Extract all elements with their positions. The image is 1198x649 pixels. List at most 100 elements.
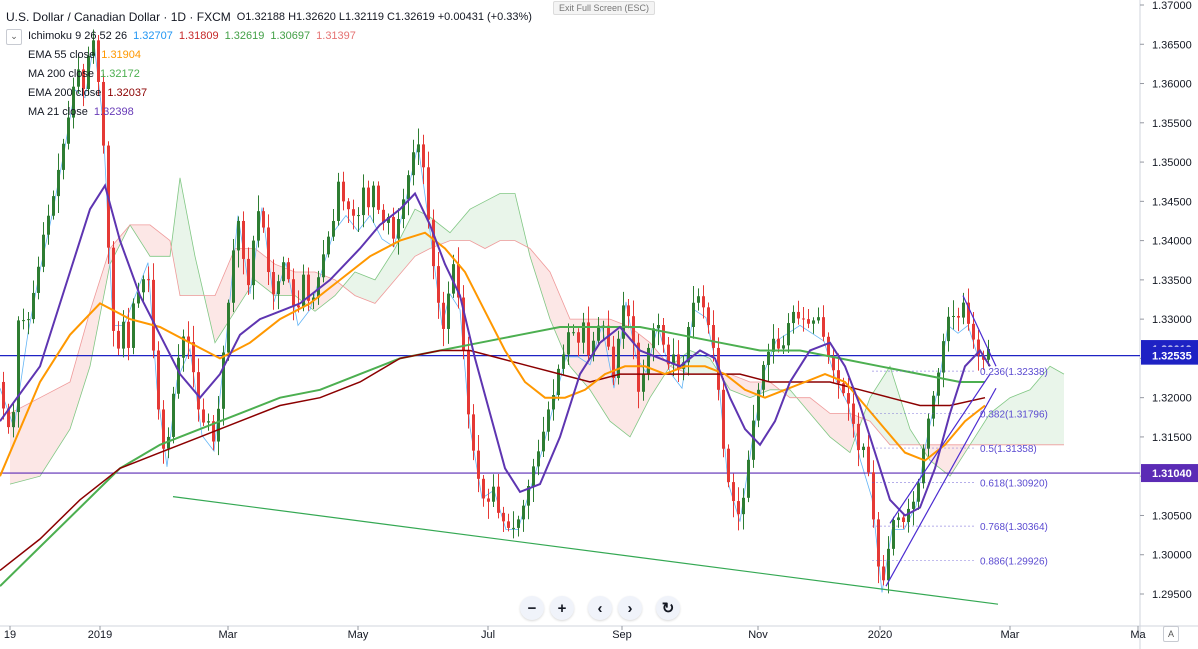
candle-body [977,339,980,356]
candle-body [832,356,835,371]
legend-ma200[interactable]: MA 200 close 1.32172 [28,65,532,84]
candle-body [342,181,345,202]
ma21-line [0,183,991,517]
ma200-value: 1.32172 [100,68,140,80]
candle-body [432,219,435,267]
candle-body [587,322,590,356]
candle-body [772,338,775,352]
y-tick-label: 1.35500 [1152,118,1192,130]
candle-body [632,316,635,343]
candle-body [532,466,535,487]
candle-body [652,328,655,348]
candle-body [267,227,270,273]
candle-body [877,519,880,567]
scroll-right-button[interactable]: › [618,596,642,620]
candle-body [37,266,40,293]
candle-body [572,332,575,334]
candle-body [827,336,830,357]
candle-body [52,196,55,216]
scroll-left-button[interactable]: ‹ [588,596,612,620]
fib-level-label: 0.618(1.30920) [980,478,1048,489]
candle-body [277,281,280,295]
candle-body [397,219,400,239]
candle-body [697,296,700,303]
candle-body [837,370,840,384]
y-tick-label: 1.36000 [1152,79,1192,91]
candle-body [972,323,975,340]
candle-body [252,240,255,286]
candle-body [152,279,155,351]
ema200-label: EMA 200 close [28,87,102,99]
legend-ichimoku[interactable]: ⌄ Ichimoku 9 26 52 26 1.32707 1.31809 1.… [6,27,532,46]
trendline [172,496,999,605]
ichimoku-value-1: 1.32707 [133,30,173,42]
y-tick-label: 1.31500 [1152,432,1192,444]
candle-body [592,340,595,356]
candle-body [322,254,325,278]
candle-body [367,187,370,208]
candle-body [512,527,515,529]
candle-body [372,185,375,208]
candle-body [757,389,760,421]
candle-body [577,332,580,343]
candle-body [32,292,35,320]
candle-body [157,350,160,410]
candle-body [347,201,350,210]
fib-level-label: 0.382(1.31796) [980,410,1048,421]
ma21-label: MA 21 close [28,106,88,118]
ema55-line [0,231,986,477]
zoom-in-button[interactable]: + [550,596,574,620]
y-tick-label: 1.29500 [1152,589,1192,601]
candle-body [952,315,955,317]
candle-body [747,459,750,498]
ma21-value: 1.32398 [93,106,134,118]
candle-body [177,357,180,394]
chevron-down-icon[interactable]: ⌄ [6,28,22,45]
candle-body [882,566,885,581]
candle-body [912,501,915,509]
candle-body [452,264,455,294]
candle-body [567,332,570,355]
candle-body [447,293,450,329]
ema55-label: EMA 55 close [28,49,96,61]
y-tick-label: 1.34500 [1152,196,1192,208]
legend-ema200[interactable]: EMA 200 close 1.32037 [28,84,532,103]
candle-body [232,250,235,303]
trendline [962,295,997,367]
candle-body [282,262,285,282]
candle-body [422,144,425,168]
candle-body [87,56,90,90]
candle-body [332,220,335,237]
candle-body [797,311,800,319]
candle-body [957,315,960,318]
reset-chart-button[interactable]: ↻ [656,596,680,620]
candle-body [457,264,460,298]
legend-ema55[interactable]: EMA 55 close 1.31904 [28,46,532,65]
auto-scale-button[interactable]: A [1163,626,1179,642]
candle-body [722,389,725,449]
candle-body [307,274,310,301]
exit-fullscreen-button[interactable]: Exit Full Screen (ESC) [553,1,656,15]
candle-body [382,209,385,223]
candle-body [617,338,620,379]
candle-body [812,320,815,324]
candle-body [787,323,790,346]
ichimoku-value-4: 1.30697 [270,30,311,42]
candle-body [712,325,715,348]
candle-body [357,215,360,217]
ichimoku-cloud [172,177,206,304]
candle-body [752,420,755,460]
candle-body [502,512,505,522]
x-tick-label: Ma [1130,629,1146,641]
candle-body [262,211,265,228]
candle-body [627,305,630,317]
candle-body [822,317,825,337]
legend-ma21[interactable]: MA 21 close 1.32398 [28,103,532,122]
chart-area[interactable] [0,0,1140,626]
fib-level-label: 0.768(1.30364) [980,522,1048,533]
symbol-header: U.S. Dollar / Canadian Dollar · 1D · FXC… [6,8,532,27]
candle-body [387,217,390,223]
candle-body [237,220,240,251]
zoom-out-button[interactable]: − [520,596,544,620]
